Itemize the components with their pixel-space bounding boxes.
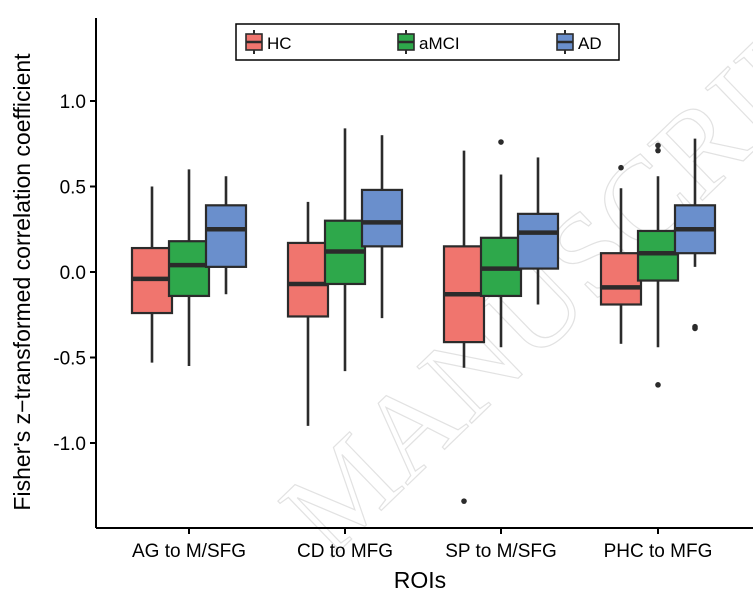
x-tick-label: PHC to MFG [604,541,713,562]
box-aMCI-2 [323,128,367,372]
y-tick-label: 0.0 [60,263,86,284]
legend-label-HC: HC [267,34,292,53]
box-body [167,240,211,298]
outlier-point [655,382,661,388]
outlier-point [618,164,624,171]
box-aMCI-3 [479,139,523,348]
legend-key-aMCI [397,30,415,54]
box-body [286,241,330,318]
box-body [204,204,248,268]
y-axis-title: Fisher's z−transformed correlation coeff… [9,53,35,511]
box-HC-4 [599,164,643,344]
y-tick-label: 1.0 [60,92,86,113]
legend-key-HC [245,30,263,54]
outlier-point [655,147,661,154]
plot-area [130,128,717,504]
box-HC-2 [286,201,330,426]
outlier-point [498,139,504,145]
x-tick-label: CD to MFG [297,541,393,562]
legend-key-AD [556,30,574,54]
box-AD-1 [204,176,248,295]
box-AD-4 [673,138,717,332]
legend-frame [235,23,620,61]
outlier-point [461,498,467,504]
x-tick-label: AG to M/SFG [132,541,246,562]
legend: HC aMCI AD [235,23,620,61]
box-AD-2 [360,135,404,319]
outlier-point [655,142,661,149]
box-aMCI-1 [167,169,211,367]
box-body [636,229,680,282]
y-tick-label: 0.5 [60,178,86,199]
legend-label-AD: AD [578,34,602,53]
box-HC-1 [130,186,174,363]
axes: 1.0 0.5 0.0 -0.5 -1.0 AG to M/SFG CD to MFG SP … [53,92,712,562]
y-tick-label: -1.0 [53,434,86,455]
x-axis-title: ROIs [394,567,446,593]
box-AD-3 [516,157,560,305]
legend-label-aMCI: aMCI [419,34,460,53]
y-tick-label: -0.5 [53,349,86,370]
x-tick-label: SP to M/SFG [445,541,557,562]
box-aMCI-4 [636,142,680,388]
box-body [360,188,404,248]
outlier-point [692,325,698,332]
box-body [599,252,643,306]
box-body [516,212,560,270]
